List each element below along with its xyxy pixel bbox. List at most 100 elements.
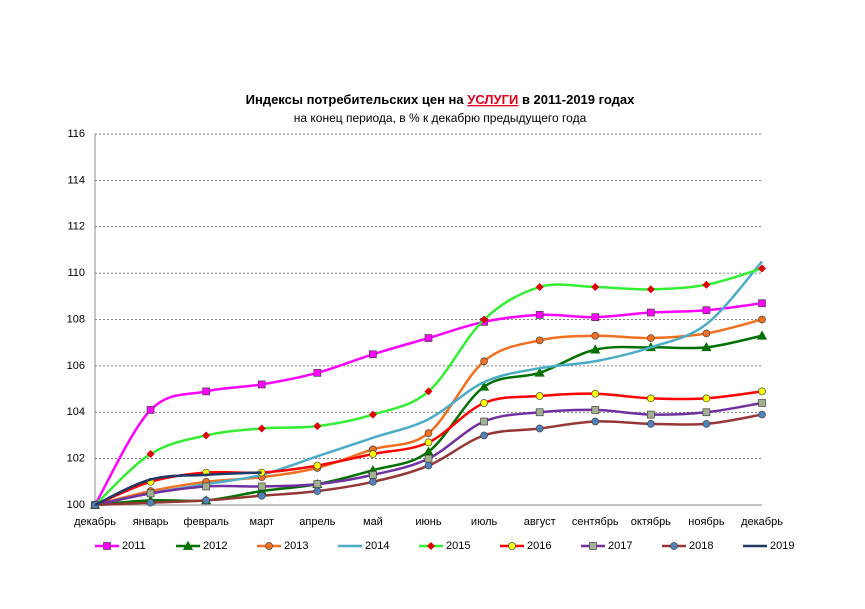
marker: [590, 344, 601, 354]
marker: [369, 350, 377, 359]
y-tick-label: 108: [67, 313, 85, 325]
marker: [591, 283, 600, 292]
marker: [424, 438, 433, 447]
marker: [758, 410, 766, 419]
x-tick-label: июнь: [415, 516, 441, 528]
marker: [702, 419, 711, 428]
x-tick-label: октябрь: [631, 516, 671, 528]
marker: [480, 399, 488, 407]
marker: [702, 329, 711, 338]
marker: [702, 408, 711, 417]
x-tick-label: май: [363, 516, 383, 528]
y-tick-label: 112: [67, 221, 85, 233]
marker: [257, 491, 266, 500]
marker: [368, 410, 377, 419]
marker: [202, 496, 211, 505]
legend-label: 2014: [365, 540, 389, 552]
title-highlight: УСЛУГИ: [467, 92, 518, 107]
marker: [313, 461, 322, 470]
marker: [257, 380, 266, 389]
marker: [146, 498, 155, 507]
series-line: [94, 471, 262, 507]
marker: [257, 424, 266, 433]
marker: [202, 431, 211, 440]
marker: [534, 367, 545, 377]
x-tick-label: июль: [471, 516, 498, 528]
chart-title: Индексы потребительских цен на УСЛУГИ в …: [246, 92, 635, 107]
x-tick-label: август: [524, 516, 556, 528]
marker: [701, 342, 712, 352]
marker: [508, 542, 516, 550]
legend-label: 2017: [608, 540, 632, 552]
x-tick-label: февраль: [183, 516, 229, 528]
y-tick-label: 102: [67, 453, 85, 465]
marker: [369, 450, 377, 458]
marker: [646, 308, 655, 317]
marker: [591, 331, 600, 340]
title-part: в 2011-2019 годах: [522, 92, 635, 107]
y-tick-label: 100: [67, 499, 85, 511]
marker: [480, 357, 488, 366]
marker: [591, 406, 600, 414]
marker: [646, 334, 655, 342]
marker: [591, 313, 600, 322]
marker: [702, 394, 711, 403]
marker: [646, 410, 655, 419]
y-tick-label: 114: [67, 174, 85, 186]
marker: [427, 542, 435, 550]
legend-label: 2015: [446, 540, 470, 552]
series-line: [94, 267, 763, 506]
legend-label: 2018: [689, 540, 713, 552]
marker: [591, 417, 600, 426]
marker: [758, 399, 766, 407]
marker: [424, 429, 433, 437]
marker: [646, 285, 655, 294]
marker: [313, 487, 322, 495]
marker: [535, 336, 544, 345]
x-tick-label: декабрь: [741, 516, 783, 528]
marker: [313, 422, 322, 431]
legend-label: 2016: [527, 540, 551, 552]
marker: [424, 461, 433, 470]
legend-label: 2019: [770, 540, 794, 552]
marker: [702, 306, 711, 315]
y-tick-label: 106: [67, 360, 85, 372]
marker: [480, 431, 488, 440]
marker: [202, 387, 211, 396]
x-tick-label: сентябрь: [572, 516, 619, 528]
marker: [591, 389, 600, 398]
marker: [758, 299, 766, 308]
marker: [535, 392, 544, 400]
marker: [146, 489, 155, 498]
marker: [670, 542, 678, 550]
marker: [424, 454, 433, 463]
legend-label: 2013: [284, 540, 308, 552]
marker: [478, 381, 490, 391]
y-tick-label: 110: [67, 267, 85, 279]
marker: [535, 283, 544, 292]
x-tick-label: апрель: [299, 516, 335, 528]
marker: [313, 368, 322, 377]
marker: [646, 394, 655, 403]
x-tick-label: декабрь: [74, 516, 116, 528]
marker: [480, 315, 489, 324]
marker: [758, 264, 766, 273]
marker: [758, 315, 766, 324]
y-tick-label: 116: [67, 128, 85, 140]
legend-label: 2012: [203, 540, 227, 552]
marker: [424, 387, 433, 396]
marker: [758, 387, 766, 396]
x-tick-label: ноябрь: [688, 516, 725, 528]
marker: [646, 419, 655, 428]
marker: [202, 482, 211, 491]
marker: [702, 280, 711, 289]
marker: [589, 542, 597, 550]
marker: [369, 471, 377, 479]
marker: [146, 406, 155, 414]
marker: [535, 408, 544, 417]
title-part: Индексы потребительских цен на: [246, 92, 465, 107]
marker: [103, 542, 111, 550]
marker: [182, 540, 194, 550]
x-tick-label: январь: [133, 516, 169, 528]
